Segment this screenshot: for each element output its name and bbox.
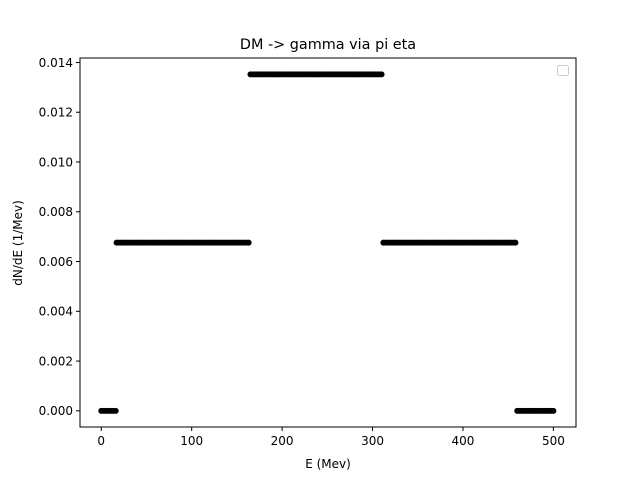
data-points <box>98 71 557 414</box>
y-tick-label: 0.000 <box>39 404 73 418</box>
x-axis-ticks: 0 100 200 300 400 500 <box>97 427 565 448</box>
y-tick-label: 0.004 <box>39 305 73 319</box>
y-tick-label: 0.012 <box>39 106 73 120</box>
data-point-seg5 <box>550 407 557 414</box>
y-axis-label: dN/dE (1/Mev) <box>11 200 25 286</box>
y-tick-label: 0.002 <box>39 354 73 368</box>
y-tick-label: 0.006 <box>39 255 73 269</box>
x-tick-label: 0 <box>97 434 105 448</box>
x-tick-label: 300 <box>361 434 384 448</box>
data-point-seg3 <box>378 71 385 78</box>
chart-title: DM -> gamma via pi eta <box>240 37 416 53</box>
data-point-seg1 <box>112 407 119 414</box>
x-tick-label: 500 <box>542 434 565 448</box>
data-point-seg4 <box>512 239 519 246</box>
legend-box <box>557 65 569 76</box>
x-axis-label: E (Mev) <box>305 457 351 471</box>
y-tick-label: 0.014 <box>39 56 73 70</box>
y-axis-ticks: 0.000 0.002 0.004 0.006 0.008 0.010 0.012 0.014 <box>39 56 80 418</box>
x-tick-label: 100 <box>180 434 203 448</box>
y-tick-label: 0.010 <box>39 155 73 169</box>
y-tick-label: 0.008 <box>39 205 73 219</box>
x-tick-label: 200 <box>271 434 294 448</box>
data-point-seg2 <box>245 239 252 246</box>
plot-frame <box>79 57 577 428</box>
x-tick-label: 400 <box>452 434 475 448</box>
